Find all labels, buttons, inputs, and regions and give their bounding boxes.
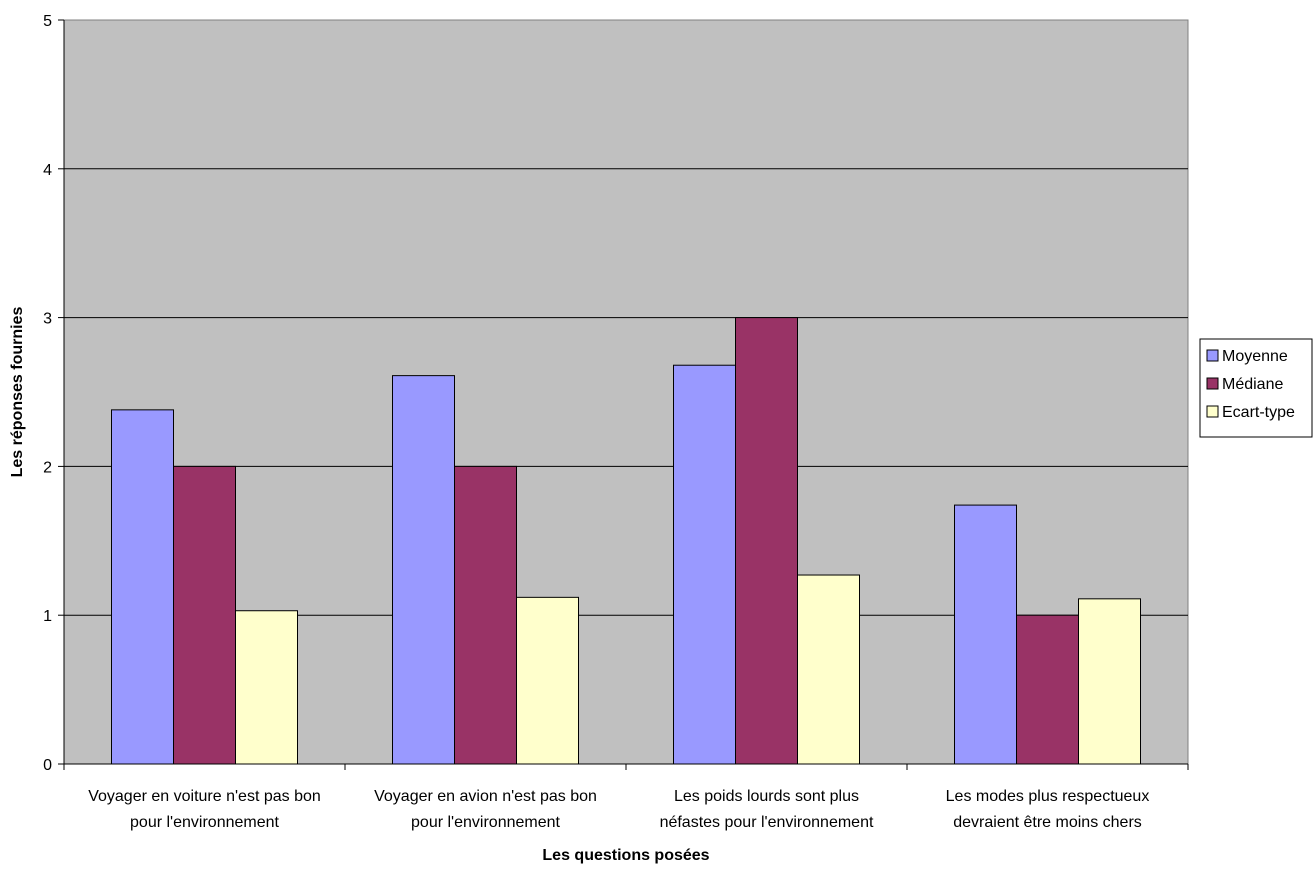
bar-moyenne-2 xyxy=(392,375,455,765)
y-tick-label: 0 xyxy=(43,757,52,774)
legend-swatch xyxy=(1206,405,1219,418)
x-tick-label: Voyager en voiture n'est pas bon xyxy=(88,788,321,805)
bar-mdiane-3 xyxy=(735,317,798,765)
legend-swatch xyxy=(1206,377,1219,390)
bars xyxy=(111,317,1141,765)
y-tick-label: 5 xyxy=(43,13,52,30)
bar-ecarttype-2 xyxy=(516,596,579,765)
x-tick-label: pour l'environnement xyxy=(411,814,560,831)
axes xyxy=(58,19,1189,770)
y-tick-label: 4 xyxy=(43,162,52,179)
x-tick-labels: Voyager en voiture n'est pas bon pour l'e… xyxy=(88,788,1149,831)
x-axis-title: Les questions posées xyxy=(542,847,709,864)
x-tick-label: néfastes pour l'environnement xyxy=(660,814,874,831)
y-tick-labels: 0 1 2 3 4 5 xyxy=(43,13,52,774)
legend-box xyxy=(1199,338,1313,438)
y-tick-label: 3 xyxy=(43,311,52,328)
x-tick-label: pour l'environnement xyxy=(130,814,279,831)
x-tick-label: devraient être moins chers xyxy=(953,814,1142,831)
bar-ecarttype-4 xyxy=(1078,598,1141,765)
y-axis-title: Les réponses fournies xyxy=(9,307,26,478)
bar-mdiane-2 xyxy=(454,465,517,765)
x-tick-label: Les modes plus respectueux xyxy=(946,788,1150,805)
bar-moyenne-4 xyxy=(954,504,1017,765)
y-tick-label: 2 xyxy=(43,459,52,476)
bar-ecarttype-3 xyxy=(797,574,860,765)
legend-label: Moyenne xyxy=(1222,348,1288,365)
legend: Moyenne Médiane Ecart-type xyxy=(1199,338,1313,438)
x-tick-label: Voyager en avion n'est pas bon xyxy=(374,788,597,805)
bar-mdiane-1 xyxy=(173,465,236,765)
x-tick-label: Les poids lourds sont plus xyxy=(674,788,859,805)
legend-swatch xyxy=(1206,349,1219,362)
legend-label: Ecart-type xyxy=(1222,404,1295,421)
bar-ecarttype-1 xyxy=(235,610,298,765)
y-tick-label: 1 xyxy=(43,608,52,625)
bar-moyenne-1 xyxy=(111,409,174,765)
legend-label: Médiane xyxy=(1222,376,1283,393)
bar-moyenne-3 xyxy=(673,364,736,765)
bar-mdiane-4 xyxy=(1016,614,1079,765)
